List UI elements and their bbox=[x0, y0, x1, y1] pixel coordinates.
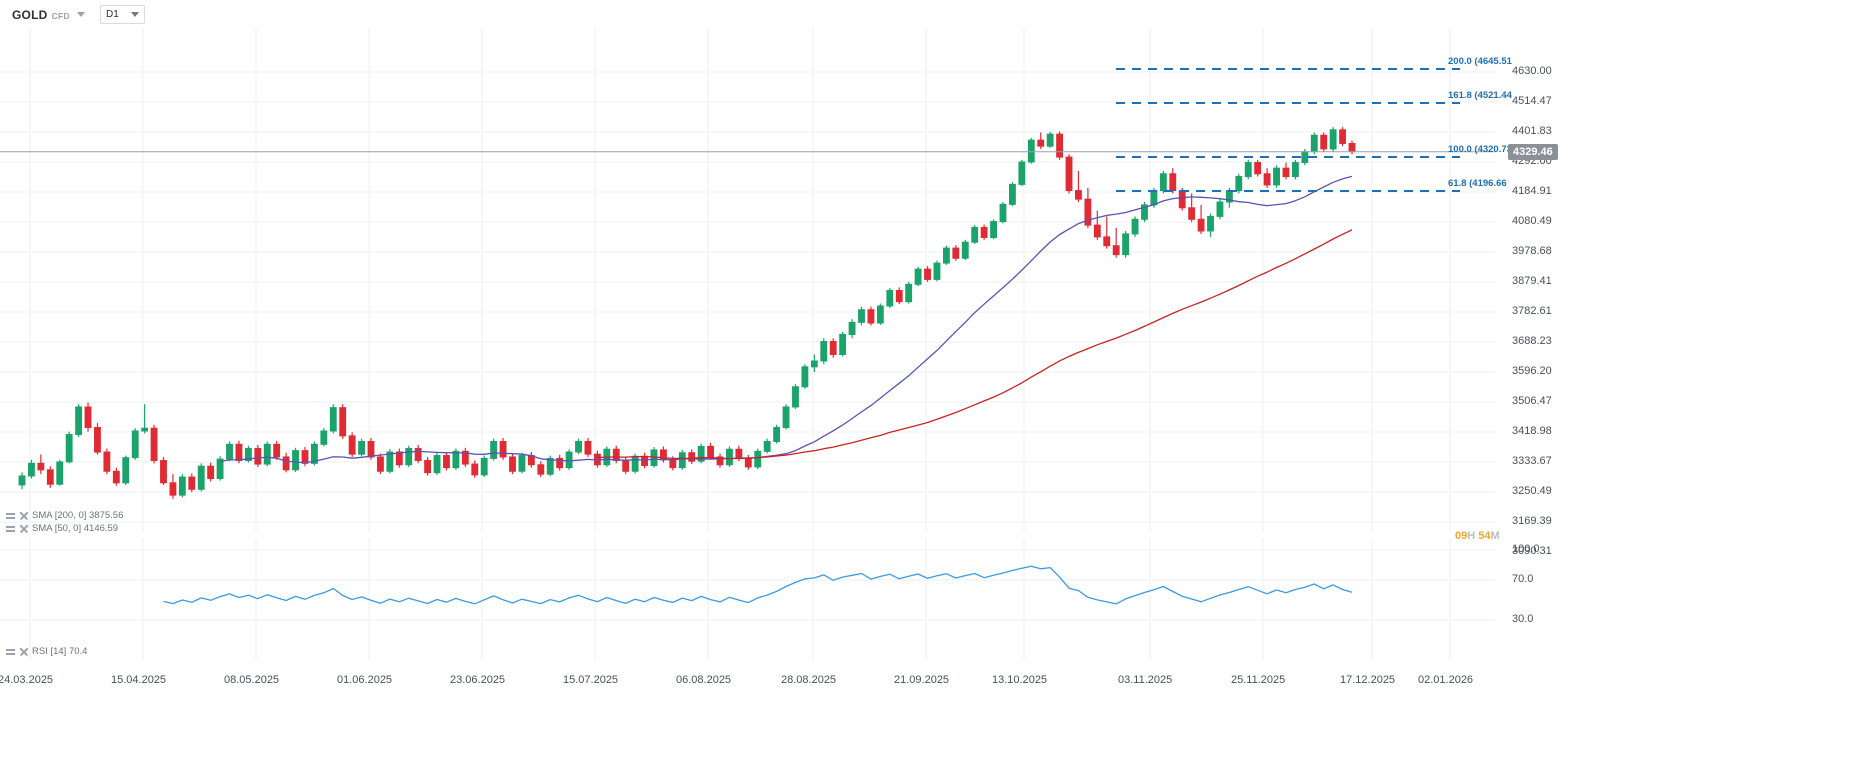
price-axis-tick: 3418.98 bbox=[1512, 425, 1552, 437]
close-icon[interactable] bbox=[19, 524, 28, 533]
price-axis-tick: 3978.68 bbox=[1512, 245, 1552, 257]
symbol-kind: CFD bbox=[51, 11, 70, 21]
price-panel[interactable]: 4630.00 4514.47 4401.83 4292.00 4184.91 4080.… bbox=[0, 28, 1866, 557]
rsi-panel[interactable]: 100.0 70.0 30.0 RSI [14] 70.4 bbox=[0, 538, 1866, 668]
time-axis-tick: 02.01.2026 bbox=[1418, 674, 1474, 686]
legend-sma200[interactable]: SMA [200, 0] 3875.56 bbox=[6, 510, 123, 521]
time-axis-tick: 13.10.2025 bbox=[992, 674, 1048, 686]
chevron-down-icon bbox=[131, 12, 139, 17]
time-axis-tick: 15.07.2025 bbox=[563, 674, 619, 686]
fibonacci-level-label: 61.8 (4196.66 bbox=[1448, 178, 1507, 189]
price-axis-tick: 3782.61 bbox=[1512, 305, 1552, 317]
countdown-hours: 09 bbox=[1455, 530, 1468, 542]
close-icon[interactable] bbox=[19, 511, 28, 520]
price-axis-tick: 4401.83 bbox=[1512, 125, 1552, 137]
price-axis-tick: 4184.91 bbox=[1512, 185, 1552, 197]
price-axis-tick: 3596.20 bbox=[1512, 365, 1552, 377]
price-plot bbox=[0, 28, 1495, 532]
time-axis-tick: 28.08.2025 bbox=[781, 674, 837, 686]
legend-rsi-label: RSI [14] 70.4 bbox=[32, 646, 88, 657]
symbol-name: GOLD bbox=[12, 8, 48, 22]
time-axis-tick: 06.08.2025 bbox=[676, 674, 732, 686]
bar-countdown-timer: 09H 54M bbox=[1455, 530, 1500, 542]
price-axis-tick: 3333.67 bbox=[1512, 455, 1552, 467]
symbol-selector[interactable]: GOLD CFD bbox=[12, 8, 85, 22]
legend-sma200-label: SMA [200, 0] 3875.56 bbox=[32, 510, 124, 521]
rsi-axis-tick: 70.0 bbox=[1512, 573, 1534, 585]
price-axis-tick: 3169.39 bbox=[1512, 515, 1552, 527]
chevron-down-icon bbox=[76, 12, 85, 17]
countdown-minutes-unit: M bbox=[1490, 530, 1500, 542]
time-axis-tick: 15.04.2025 bbox=[111, 674, 167, 686]
price-axis-tick: 4080.49 bbox=[1512, 215, 1552, 227]
time-axis-tick: 23.06.2025 bbox=[450, 674, 506, 686]
fibonacci-level-label: 161.8 (4521.44 bbox=[1448, 90, 1512, 101]
time-axis-tick: 08.05.2025 bbox=[224, 674, 280, 686]
rsi-plot bbox=[0, 538, 1495, 660]
price-axis-tick: 4514.47 bbox=[1512, 95, 1552, 107]
legend-sma50[interactable]: SMA [50, 0] 4146.59 bbox=[6, 523, 118, 534]
countdown-hours-unit: H bbox=[1467, 530, 1476, 542]
timeframe-label: D1 bbox=[106, 9, 119, 20]
settings-lines-icon[interactable] bbox=[6, 647, 15, 656]
time-axis: 24.03.2025 15.04.2025 08.05.2025 01.06.2025… bbox=[0, 668, 1866, 706]
time-axis-tick: 25.11.2025 bbox=[1231, 674, 1286, 686]
time-axis-tick: 03.11.2025 bbox=[1118, 674, 1173, 686]
time-axis-tick: 17.12.2025 bbox=[1340, 674, 1396, 686]
current-price-badge: 4329.46 bbox=[1508, 143, 1558, 160]
chart-toolbar: GOLD CFD D1 bbox=[0, 0, 1866, 28]
time-axis-tick: 24.03.2025 bbox=[0, 674, 54, 686]
countdown-minutes: 54 bbox=[1478, 530, 1491, 542]
legend-sma50-label: SMA [50, 0] 4146.59 bbox=[32, 523, 119, 534]
time-axis-tick: 01.06.2025 bbox=[337, 674, 393, 686]
price-axis-tick: 3506.47 bbox=[1512, 395, 1552, 407]
price-axis-tick: 3250.49 bbox=[1512, 485, 1552, 497]
settings-lines-icon[interactable] bbox=[6, 511, 15, 520]
fibonacci-level-label: 200.0 (4645.51 bbox=[1448, 56, 1512, 67]
legend-rsi[interactable]: RSI [14] 70.4 bbox=[6, 646, 87, 657]
close-icon[interactable] bbox=[19, 647, 28, 656]
fibonacci-level-label: 100.0 (4320.73 bbox=[1448, 144, 1512, 155]
chart-area[interactable]: 4630.00 4514.47 4401.83 4292.00 4184.91 4080.… bbox=[0, 28, 1866, 779]
price-axis-tick: 3688.23 bbox=[1512, 335, 1552, 347]
price-axis-tick: 4630.00 bbox=[1512, 65, 1552, 77]
time-axis-tick: 21.09.2025 bbox=[894, 674, 950, 686]
timeframe-selector[interactable]: D1 bbox=[100, 5, 145, 24]
settings-lines-icon[interactable] bbox=[6, 524, 15, 533]
price-axis-tick: 3879.41 bbox=[1512, 275, 1552, 287]
price-axis-tick: 3090.31 bbox=[1512, 545, 1552, 557]
rsi-axis-tick: 30.0 bbox=[1512, 613, 1534, 625]
rsi-axis-tick: 100.0 bbox=[1512, 543, 1540, 555]
